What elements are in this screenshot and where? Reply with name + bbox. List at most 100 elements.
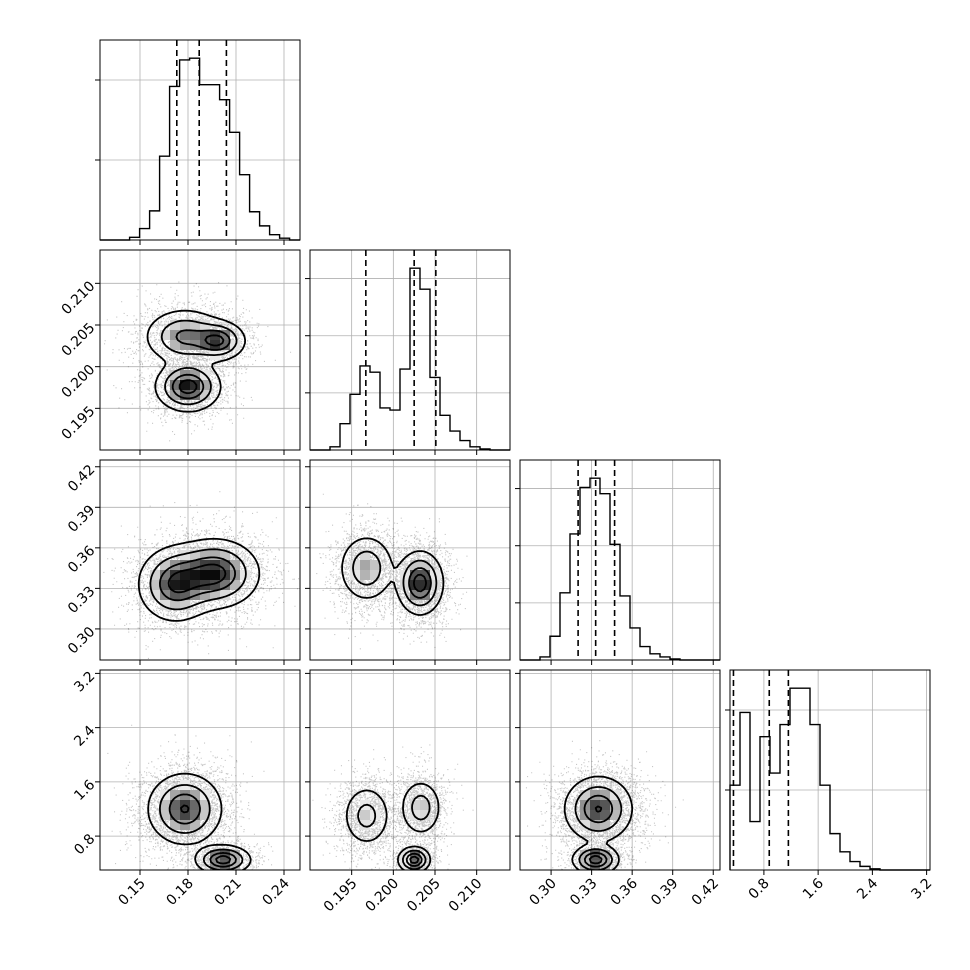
density-cell bbox=[160, 560, 170, 570]
density-cell bbox=[220, 330, 230, 340]
density-cell bbox=[200, 800, 210, 810]
density-cell bbox=[580, 820, 590, 830]
contour-line bbox=[408, 567, 432, 599]
density-cell bbox=[170, 590, 180, 600]
density-cell bbox=[600, 860, 610, 870]
x-tick-label: 0.15 bbox=[115, 876, 148, 909]
density-cell bbox=[400, 580, 410, 590]
density-cell bbox=[170, 390, 180, 400]
x-tick-label: 2.4 bbox=[854, 875, 881, 902]
y-tick-label: 3.2 bbox=[71, 668, 98, 695]
density-cell bbox=[180, 380, 190, 390]
panel-frame bbox=[519, 459, 721, 661]
density-cell bbox=[200, 340, 210, 350]
density-cell bbox=[180, 820, 190, 830]
y-tick-label: 0.8 bbox=[71, 831, 98, 858]
density-cell bbox=[200, 390, 210, 400]
density-cell bbox=[420, 810, 430, 820]
y-tick-label: 0.42 bbox=[65, 462, 98, 495]
x-tick-label: 0.205 bbox=[404, 876, 444, 916]
density-cell bbox=[180, 340, 190, 350]
density-cell bbox=[190, 550, 200, 560]
y-tick-label: 0.30 bbox=[65, 624, 98, 657]
histogram-panel-3 bbox=[515, 459, 721, 665]
density-cell bbox=[590, 860, 600, 870]
contour-line bbox=[574, 786, 623, 870]
histogram-step-line bbox=[520, 477, 720, 661]
density-cell bbox=[590, 800, 600, 810]
density-cell bbox=[180, 390, 190, 400]
contour-line bbox=[357, 794, 431, 870]
x-tick-label: 0.195 bbox=[321, 876, 361, 916]
panel-frame bbox=[99, 669, 301, 871]
x-tick-label: 0.36 bbox=[608, 875, 641, 908]
density-cell bbox=[430, 580, 440, 590]
panel-frame bbox=[519, 669, 721, 871]
density-cell bbox=[420, 800, 430, 810]
density-cell bbox=[160, 600, 170, 610]
density-cell bbox=[190, 370, 200, 380]
x-tick-label: 1.6 bbox=[800, 875, 827, 902]
contour-line bbox=[405, 852, 423, 867]
density-cell bbox=[180, 330, 190, 340]
contour-line bbox=[409, 855, 420, 864]
density-cell bbox=[230, 580, 240, 590]
density-cell bbox=[580, 790, 590, 800]
scatter-panel-2-4: 0.195 0.200 0.205 0.210 bbox=[305, 669, 511, 916]
density-cell bbox=[420, 570, 430, 580]
density-cell bbox=[600, 810, 610, 820]
density-cell bbox=[190, 810, 200, 820]
contour-line bbox=[345, 782, 440, 870]
scatter-points bbox=[104, 281, 292, 442]
contour-line bbox=[352, 550, 438, 607]
density-cell bbox=[150, 590, 160, 600]
density-cell bbox=[600, 800, 610, 810]
density-cell bbox=[600, 820, 610, 830]
contour-line bbox=[159, 556, 236, 602]
density-cell bbox=[190, 330, 200, 340]
scatter-points bbox=[312, 744, 474, 870]
density-cell bbox=[170, 370, 180, 380]
density-cell bbox=[580, 850, 590, 860]
histogram-panel-1 bbox=[95, 39, 301, 245]
density-cell bbox=[370, 570, 380, 580]
x-tick-label: 0.200 bbox=[362, 876, 402, 916]
density-cell bbox=[170, 810, 180, 820]
density-cell bbox=[170, 380, 180, 390]
density-cell bbox=[580, 810, 590, 820]
density-cell bbox=[590, 820, 600, 830]
panel-content bbox=[316, 493, 468, 650]
density-cell bbox=[420, 560, 430, 570]
density-cell bbox=[590, 790, 600, 800]
density-cell bbox=[580, 860, 590, 870]
density-cell bbox=[420, 590, 430, 600]
density-cell bbox=[230, 850, 240, 860]
density-cell bbox=[170, 800, 180, 810]
panel-content bbox=[104, 281, 292, 442]
contour-line bbox=[160, 319, 238, 406]
density-cell bbox=[410, 560, 420, 570]
histogram-panel-2 bbox=[305, 249, 511, 455]
y-tick-label: 1.6 bbox=[71, 777, 98, 804]
density-cell bbox=[350, 560, 360, 570]
contour-line bbox=[563, 775, 634, 870]
density-cell bbox=[230, 560, 240, 570]
density-cell bbox=[410, 570, 420, 580]
density-cell bbox=[200, 380, 210, 390]
density-cell bbox=[360, 570, 370, 580]
y-tick-label: 0.195 bbox=[59, 403, 99, 443]
y-tick-label: 0.36 bbox=[65, 543, 98, 576]
density-cell bbox=[230, 860, 240, 870]
histogram-step-line bbox=[100, 57, 300, 241]
scatter-points bbox=[316, 493, 468, 650]
contour-line bbox=[137, 537, 261, 622]
density-cell bbox=[210, 590, 220, 600]
density-cell bbox=[200, 570, 210, 580]
density-cell bbox=[220, 580, 230, 590]
density-cell bbox=[150, 580, 160, 590]
panel-frame bbox=[99, 249, 301, 451]
density-cell bbox=[190, 820, 200, 830]
density-cell bbox=[160, 580, 170, 590]
density-cell bbox=[170, 820, 180, 830]
